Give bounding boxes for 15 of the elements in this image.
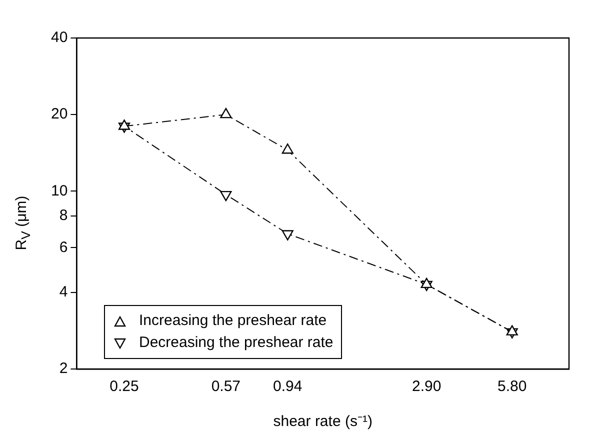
y-tick-label: 40 <box>50 29 68 46</box>
y-tick-label: 8 <box>59 206 68 224</box>
x-tick-label: 0.57 <box>211 378 241 396</box>
y-tick-label: 6 <box>59 238 68 256</box>
x-tick-label: 5.80 <box>497 378 527 396</box>
y-tick-label: 20 <box>50 106 68 123</box>
legend-label: Increasing the preshear rate <box>139 311 327 331</box>
y-tick-label: 4 <box>59 284 68 301</box>
y-tick-label: 10 <box>50 182 68 200</box>
x-axis-title: shear rate (s⁻¹) <box>273 413 372 430</box>
x-tick-label: 0.25 <box>110 378 139 396</box>
x-tick-label: 0.94 <box>273 378 302 396</box>
legend-label: Decreasing the preshear rate <box>139 333 334 353</box>
x-tick-label: 2.90 <box>412 378 442 396</box>
y-tick-label: 2 <box>59 360 68 378</box>
